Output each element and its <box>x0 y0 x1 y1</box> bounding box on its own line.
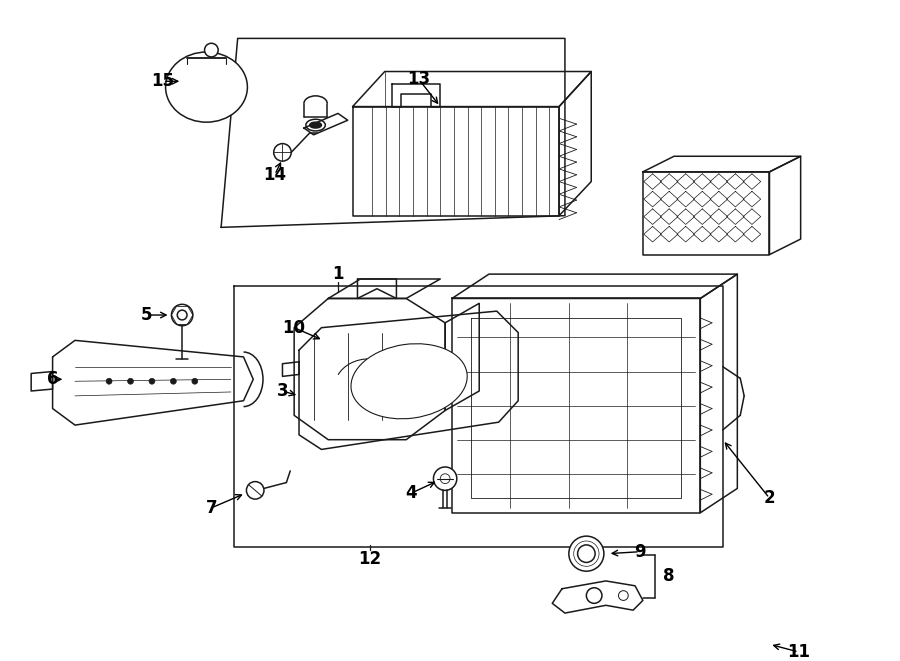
Circle shape <box>106 378 112 384</box>
Circle shape <box>247 482 264 499</box>
Polygon shape <box>452 299 700 513</box>
Text: 9: 9 <box>634 543 645 561</box>
Polygon shape <box>283 362 299 376</box>
Text: 14: 14 <box>263 166 286 184</box>
Text: 10: 10 <box>283 319 306 336</box>
Circle shape <box>170 378 176 384</box>
Polygon shape <box>304 114 347 135</box>
Polygon shape <box>643 172 770 254</box>
Text: 2: 2 <box>764 489 775 507</box>
Polygon shape <box>299 311 518 449</box>
Polygon shape <box>559 71 591 215</box>
Text: 1: 1 <box>332 265 344 283</box>
Polygon shape <box>221 38 565 227</box>
Polygon shape <box>294 299 446 440</box>
Polygon shape <box>643 156 801 172</box>
Polygon shape <box>52 340 253 425</box>
Polygon shape <box>234 286 723 547</box>
Text: 15: 15 <box>151 72 175 91</box>
Text: 6: 6 <box>47 370 58 388</box>
Circle shape <box>192 378 198 384</box>
Circle shape <box>618 591 628 600</box>
Polygon shape <box>392 84 440 106</box>
Polygon shape <box>353 106 559 215</box>
Polygon shape <box>553 581 643 613</box>
Circle shape <box>204 43 218 57</box>
Circle shape <box>128 378 133 384</box>
Circle shape <box>434 467 457 490</box>
Polygon shape <box>446 303 479 410</box>
Polygon shape <box>353 71 591 106</box>
Text: 12: 12 <box>358 549 382 568</box>
Ellipse shape <box>166 52 248 122</box>
Circle shape <box>274 143 292 161</box>
Polygon shape <box>328 279 440 299</box>
Text: 13: 13 <box>408 70 430 89</box>
Polygon shape <box>32 371 52 391</box>
Text: 7: 7 <box>205 499 217 517</box>
Circle shape <box>587 588 602 603</box>
Text: 5: 5 <box>140 306 152 324</box>
Polygon shape <box>770 156 801 254</box>
Ellipse shape <box>306 119 325 131</box>
Polygon shape <box>452 274 737 299</box>
Text: 3: 3 <box>276 382 288 400</box>
Ellipse shape <box>351 344 467 419</box>
Circle shape <box>171 304 193 326</box>
Text: 4: 4 <box>405 485 417 502</box>
Text: 11: 11 <box>788 643 810 661</box>
Circle shape <box>177 310 187 320</box>
Polygon shape <box>700 274 737 513</box>
Circle shape <box>578 545 595 563</box>
Circle shape <box>569 536 604 571</box>
Ellipse shape <box>310 122 321 128</box>
Polygon shape <box>357 279 396 299</box>
Circle shape <box>440 474 450 484</box>
Circle shape <box>149 378 155 384</box>
Text: 8: 8 <box>663 567 675 585</box>
